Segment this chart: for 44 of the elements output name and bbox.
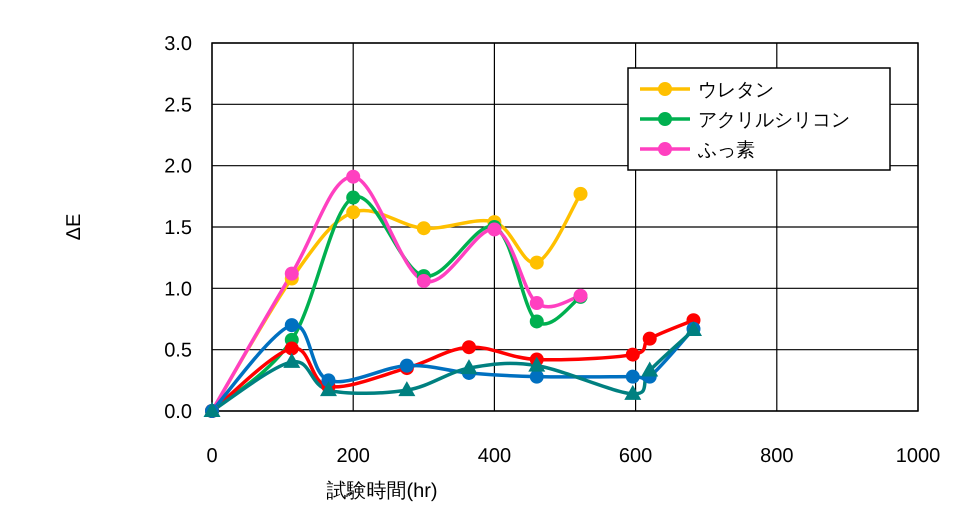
y-tick-label: 0.5 — [164, 340, 192, 362]
x-axis-title: 試験時間(hr) — [326, 480, 438, 502]
x-tick-label: 200 — [336, 445, 370, 467]
point — [284, 266, 299, 281]
x-tick-label: 600 — [618, 445, 652, 467]
x-tick-label: 1000 — [896, 445, 940, 467]
point — [626, 348, 640, 362]
point — [416, 274, 431, 288]
y-tick-label: 3.0 — [164, 33, 192, 55]
point — [346, 190, 360, 205]
point — [528, 356, 546, 372]
point — [398, 381, 416, 396]
point — [624, 384, 642, 400]
y-tick-label: 2.0 — [164, 156, 192, 178]
point — [530, 370, 544, 384]
x-tick-label: 800 — [760, 445, 794, 467]
point — [320, 381, 337, 396]
point — [626, 370, 640, 384]
point — [283, 352, 300, 368]
y-tick-label: 1.0 — [164, 278, 192, 300]
x-tick-label: 400 — [478, 445, 512, 467]
point — [462, 340, 476, 354]
point — [530, 256, 544, 270]
point — [460, 359, 478, 374]
point — [642, 332, 657, 346]
x-tick-label: 0 — [206, 445, 218, 467]
point — [641, 362, 658, 377]
y-tick-label: 1.5 — [164, 217, 192, 239]
legend-label: アクリルシリコン — [698, 110, 850, 131]
y-tick-label: 0.0 — [164, 401, 192, 423]
point — [574, 186, 588, 201]
point — [284, 318, 299, 332]
point — [530, 296, 544, 310]
legend-label: ウレタン — [698, 80, 774, 101]
point — [416, 221, 431, 236]
point — [284, 341, 299, 356]
point — [346, 170, 360, 184]
point — [487, 222, 502, 236]
point — [400, 358, 414, 373]
y-axis-title: ΔE — [63, 214, 85, 240]
point — [346, 205, 360, 220]
legend-label: ふっ素 — [697, 140, 755, 161]
point — [530, 314, 544, 328]
y-tick-label: 2.5 — [164, 94, 192, 116]
